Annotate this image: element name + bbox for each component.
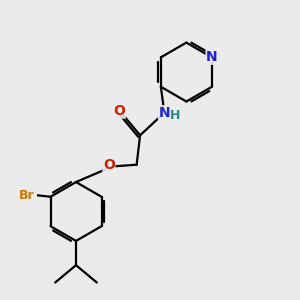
Text: N: N [206, 50, 218, 64]
Text: O: O [113, 104, 125, 118]
Text: O: O [103, 158, 115, 172]
Text: Br: Br [18, 188, 34, 202]
Text: N: N [158, 106, 170, 120]
Text: H: H [170, 109, 181, 122]
